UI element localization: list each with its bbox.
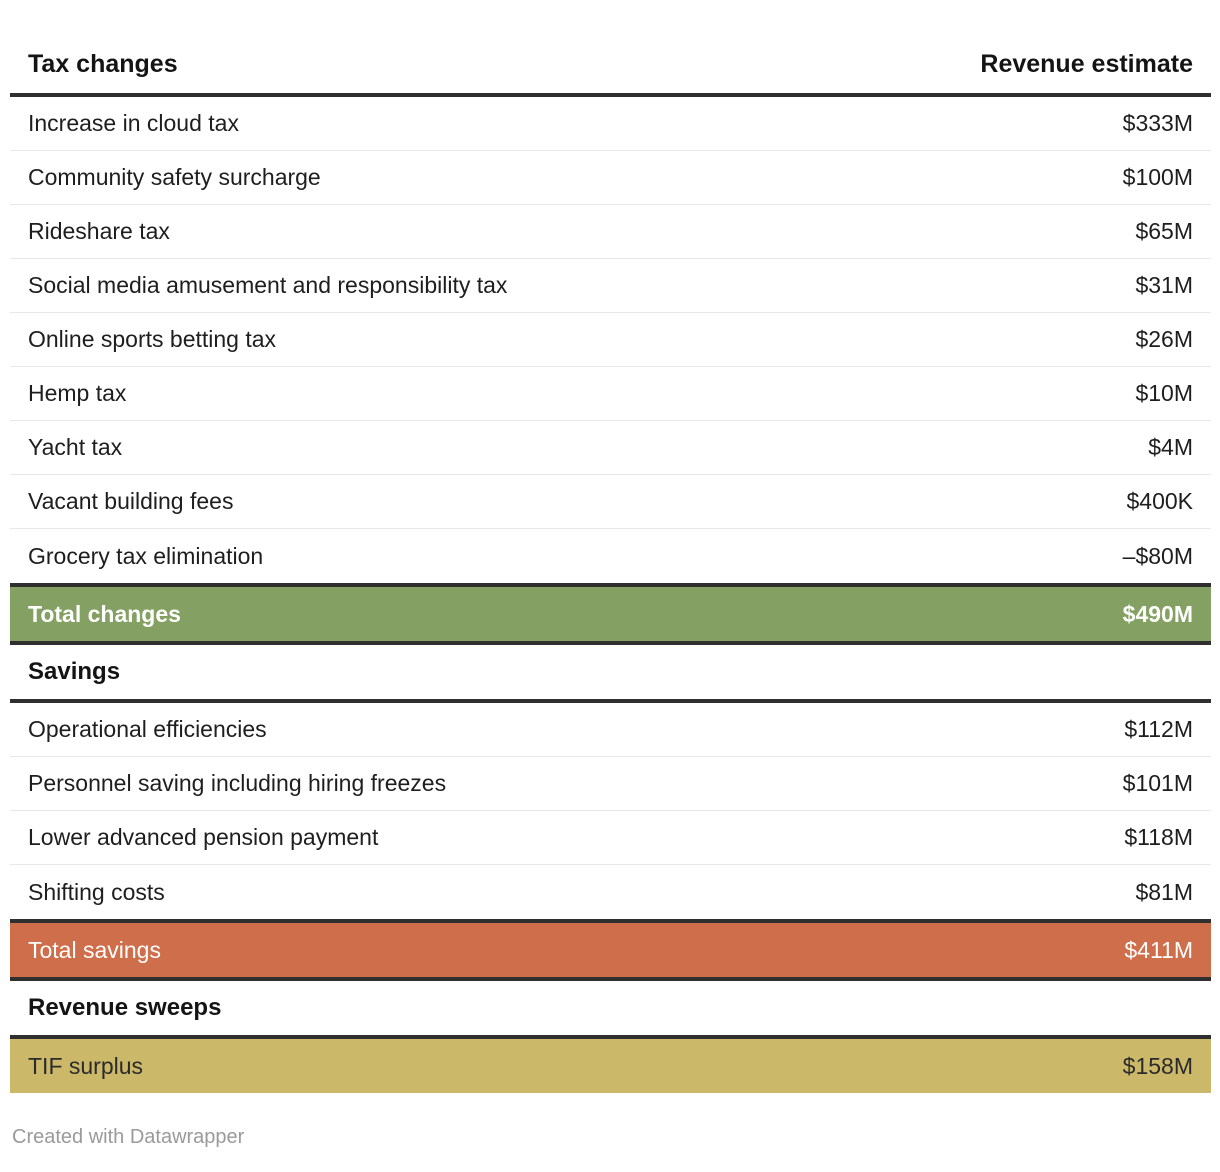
row-value: $31M <box>1135 272 1193 298</box>
row-label: Social media amusement and responsibilit… <box>28 272 508 298</box>
row-label: Operational efficiencies <box>28 716 267 742</box>
row-label: Total savings <box>28 936 161 963</box>
total-row: Total changes $490M <box>10 583 1211 645</box>
table-row: Shifting costs $81M <box>10 865 1211 919</box>
table-row: Rideshare tax $65M <box>10 205 1211 259</box>
row-label: Lower advanced pension payment <box>28 824 379 850</box>
row-label: Hemp tax <box>28 380 127 406</box>
row-value: $490M <box>1122 600 1193 627</box>
row-value: $26M <box>1135 326 1193 352</box>
row-value: $112M <box>1124 716 1193 742</box>
datawrapper-credit-link[interactable]: Created with Datawrapper <box>12 1126 245 1148</box>
table-row: Hemp tax $10M <box>10 367 1211 421</box>
table-row: Operational efficiencies $112M <box>10 703 1211 757</box>
row-label: Vacant building fees <box>28 488 234 514</box>
table-row: Vacant building fees $400K <box>10 475 1211 529</box>
row-label: Savings <box>28 658 121 685</box>
table-row: Grocery tax elimination –$80M <box>10 529 1211 583</box>
row-value: $158M <box>1122 1052 1193 1079</box>
table-header-row: Tax changes Revenue estimate <box>10 36 1211 97</box>
row-label: Total changes <box>28 600 181 627</box>
row-value: $411M <box>1124 936 1193 963</box>
table-row: Lower advanced pension payment $118M <box>10 811 1211 865</box>
row-value: $65M <box>1135 218 1193 244</box>
table-row: Social media amusement and responsibilit… <box>10 259 1211 313</box>
row-label: Grocery tax elimination <box>28 542 264 569</box>
row-value: $400K <box>1126 488 1193 514</box>
column-header-tax-changes: Tax changes <box>28 50 178 78</box>
table-row: Community safety surcharge $100M <box>10 151 1211 205</box>
row-label: Rideshare tax <box>28 218 170 244</box>
row-label: Community safety surcharge <box>28 164 321 190</box>
section-header-row: Savings <box>10 645 1211 703</box>
row-value: $10M <box>1135 380 1193 406</box>
row-label: Shifting costs <box>28 878 165 905</box>
table-row: Online sports betting tax $26M <box>10 313 1211 367</box>
table-row: Yacht tax $4M <box>10 421 1211 475</box>
row-value: $101M <box>1122 770 1193 796</box>
column-header-revenue-estimate: Revenue estimate <box>980 50 1193 78</box>
total-row: TIF surplus $158M <box>10 1039 1211 1093</box>
row-value: $118M <box>1124 824 1193 850</box>
row-value: $81M <box>1135 878 1193 905</box>
total-row: Total savings $411M <box>10 919 1211 981</box>
row-label: Yacht tax <box>28 434 123 460</box>
table-body: Increase in cloud tax $333M Community sa… <box>10 97 1211 1093</box>
section-header-row: Revenue sweeps <box>10 981 1211 1039</box>
table-row: Personnel saving including hiring freeze… <box>10 757 1211 811</box>
row-label: Revenue sweeps <box>28 994 222 1021</box>
row-value: $100M <box>1122 164 1193 190</box>
table-row: Increase in cloud tax $333M <box>10 97 1211 151</box>
row-value: –$80M <box>1122 542 1193 569</box>
row-label: TIF surplus <box>28 1052 144 1079</box>
tax-revenue-table: Tax changes Revenue estimate Increase in… <box>10 0 1211 1093</box>
row-label: Online sports betting tax <box>28 326 277 352</box>
row-value: $4M <box>1148 434 1193 460</box>
row-label: Personnel saving including hiring freeze… <box>28 770 447 796</box>
row-label: Increase in cloud tax <box>28 110 239 136</box>
row-value: $333M <box>1122 110 1193 136</box>
